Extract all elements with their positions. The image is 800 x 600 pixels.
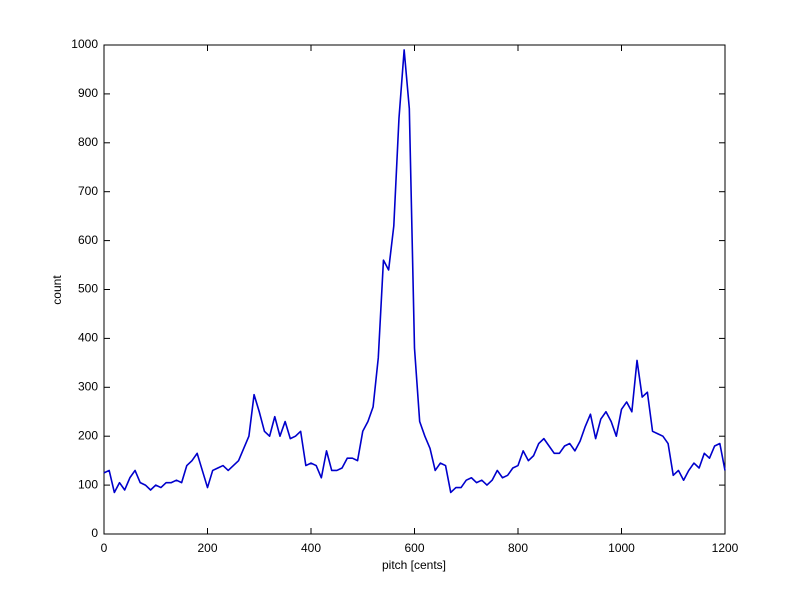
- x-axis-label: pitch [cents]: [382, 558, 446, 572]
- y-tick-label: 1000: [71, 37, 98, 51]
- x-tick-label: 400: [301, 541, 321, 555]
- y-tick-label: 400: [78, 331, 98, 345]
- y-axis-label: count: [50, 275, 64, 305]
- plot-area: [103, 44, 726, 535]
- y-tick-label: 800: [78, 135, 98, 149]
- x-tick-label: 600: [404, 541, 424, 555]
- x-tick-label: 1000: [608, 541, 635, 555]
- y-tick-label: 100: [78, 477, 98, 491]
- y-tick-label: 500: [78, 282, 98, 296]
- x-tick-label: 0: [101, 541, 108, 555]
- x-tick-label: 200: [197, 541, 217, 555]
- x-tick-label: 800: [508, 541, 528, 555]
- y-tick-label: 700: [78, 184, 98, 198]
- y-tick-label: 200: [78, 428, 98, 442]
- y-tick-label: 600: [78, 233, 98, 247]
- y-tick-label: 300: [78, 379, 98, 393]
- line: [103, 49, 726, 494]
- x-tick-label: 1200: [712, 541, 739, 555]
- y-tick-label: 0: [91, 526, 98, 540]
- y-tick-label: 900: [78, 86, 98, 100]
